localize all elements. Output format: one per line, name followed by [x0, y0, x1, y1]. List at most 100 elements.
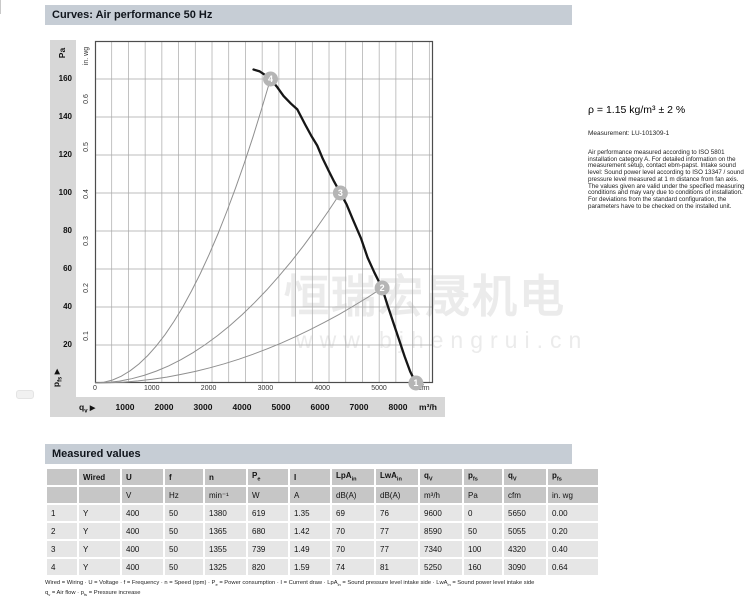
- table-cell: 680: [248, 523, 288, 539]
- table-cell: 70: [332, 541, 374, 557]
- table-cell: Y: [79, 559, 120, 575]
- table-unit-cell: [47, 487, 77, 503]
- cfm-tick-label: 1000: [144, 385, 160, 392]
- table-cell: 4: [47, 559, 77, 575]
- table-cell: 0.00: [548, 505, 598, 521]
- table-header-cell: pfs: [464, 469, 502, 485]
- table-cell: 5250: [420, 559, 462, 575]
- performance-chart: 4 3 2 1: [94, 40, 434, 391]
- air-density-line: ρ = 1.15 kg/m³ ± 2 %: [588, 104, 686, 116]
- inwg-tick-label: 0.4: [82, 189, 90, 199]
- table-cell: 74: [332, 559, 374, 575]
- system-curve-2: [94, 287, 383, 384]
- system-curve-4: [94, 78, 271, 384]
- pa-tick-label: 160: [58, 74, 72, 83]
- page-edge-mark: [0, 0, 1, 14]
- table-cell: 400: [122, 541, 163, 557]
- table-cell: 1355: [205, 541, 246, 557]
- table-cell: 1325: [205, 559, 246, 575]
- m3h-tick-label: 6000: [310, 402, 330, 412]
- table-cell: Y: [79, 523, 120, 539]
- table-cell: 50: [165, 559, 203, 575]
- right-arrow-icon: ▶: [89, 405, 96, 412]
- m3h-tick-label: 7000: [349, 402, 369, 412]
- m3h-tick-label: 4000: [232, 402, 252, 412]
- table-cell: 3090: [504, 559, 546, 575]
- y-axis-unit-inwg: in. wg: [82, 46, 90, 66]
- operating-point-number-2: 2: [380, 283, 385, 293]
- table-cell: 1: [47, 505, 77, 521]
- table-cell: 81: [376, 559, 418, 575]
- operating-point-marker-3: [332, 185, 348, 201]
- operating-point-marker-2: [374, 280, 390, 296]
- table-cell: 1.59: [290, 559, 330, 575]
- table-cell: 76: [376, 505, 418, 521]
- table-cell: 100: [464, 541, 502, 557]
- pa-tick-label: 20: [63, 340, 72, 349]
- y-axis-unit-pa: Pa: [57, 47, 67, 59]
- table-unit-cell: A: [290, 487, 330, 503]
- table-cell: 0.64: [548, 559, 598, 575]
- table-header-cell: Wired: [79, 469, 120, 485]
- measurement-id: Measurement: LU-101309-1: [588, 130, 670, 137]
- section-title-measured-values-label: Measured values: [52, 448, 141, 460]
- system-curve-3: [94, 192, 341, 384]
- table-cell: 70: [332, 523, 374, 539]
- section-title-measured-values: Measured values: [45, 444, 572, 464]
- table-cell: 50: [165, 505, 203, 521]
- table-cell: Y: [79, 541, 120, 557]
- m3h-tick-label: 5000: [271, 402, 291, 412]
- pa-tick-label: 60: [63, 264, 72, 273]
- table-cell: 1.42: [290, 523, 330, 539]
- cfm-unit-label: cfm: [418, 385, 430, 392]
- pa-tick-label: 120: [58, 150, 72, 159]
- table-cell: 400: [122, 523, 163, 539]
- table-unit-cell: cfm: [504, 487, 546, 503]
- table-cell: 1.35: [290, 505, 330, 521]
- table-unit-cell: Pa: [464, 487, 502, 503]
- table-cell: 0.20: [548, 523, 598, 539]
- pa-tick-label: 80: [63, 226, 72, 235]
- table-cell: 619: [248, 505, 288, 521]
- table-unit-cell: W: [248, 487, 288, 503]
- table-unit-cell: dB(A): [376, 487, 418, 503]
- m3h-tick-label: 2000: [154, 402, 174, 412]
- cfm-tick-label: 2000: [200, 385, 217, 392]
- table-cell: 5650: [504, 505, 546, 521]
- measurement-note: Air performance measured according to IS…: [588, 149, 745, 210]
- table-header-cell: [47, 469, 77, 485]
- table-cell: 0: [464, 505, 502, 521]
- section-title-curves: Curves: Air performance 50 Hz: [45, 5, 572, 25]
- table-unit-cell: dB(A): [332, 487, 374, 503]
- table-header-cell: qV: [420, 469, 462, 485]
- table-header-cell: n: [205, 469, 246, 485]
- table-cell: 50: [464, 523, 502, 539]
- table-cell: 50: [165, 523, 203, 539]
- inwg-tick-label: 0.2: [82, 283, 90, 294]
- table-unit-cell: min⁻¹: [205, 487, 246, 503]
- table-unit-cell: [79, 487, 120, 503]
- table-header-cell: f: [165, 469, 203, 485]
- cfm-tick-label: 5000: [371, 385, 387, 392]
- table-cell: 1365: [205, 523, 246, 539]
- table-cell: 50: [165, 541, 203, 557]
- table-cell: 2: [47, 523, 77, 539]
- table-cell: 4320: [504, 541, 546, 557]
- x-axis-band: [76, 397, 445, 417]
- plot-frame: [94, 40, 434, 384]
- page-edge-smudge: [16, 390, 34, 399]
- table-header-cell: pfs: [548, 469, 598, 485]
- table-footnote-line2: qv = Air flow · pfs = Pressure increase: [45, 590, 141, 598]
- operating-point-number-1: 1: [413, 378, 418, 388]
- table-cell: 160: [464, 559, 502, 575]
- table-header-cell: U: [122, 469, 163, 485]
- table-unit-cell: V: [122, 487, 163, 503]
- table-cell: 7340: [420, 541, 462, 557]
- table-row: 2 Y 400 50 1365 680 1.42 70 77 8590 50 5055 0.20: [47, 523, 598, 539]
- table-cell: 9600: [420, 505, 462, 521]
- table-cell: 8590: [420, 523, 462, 539]
- table-header-cell: LwAin: [376, 469, 418, 485]
